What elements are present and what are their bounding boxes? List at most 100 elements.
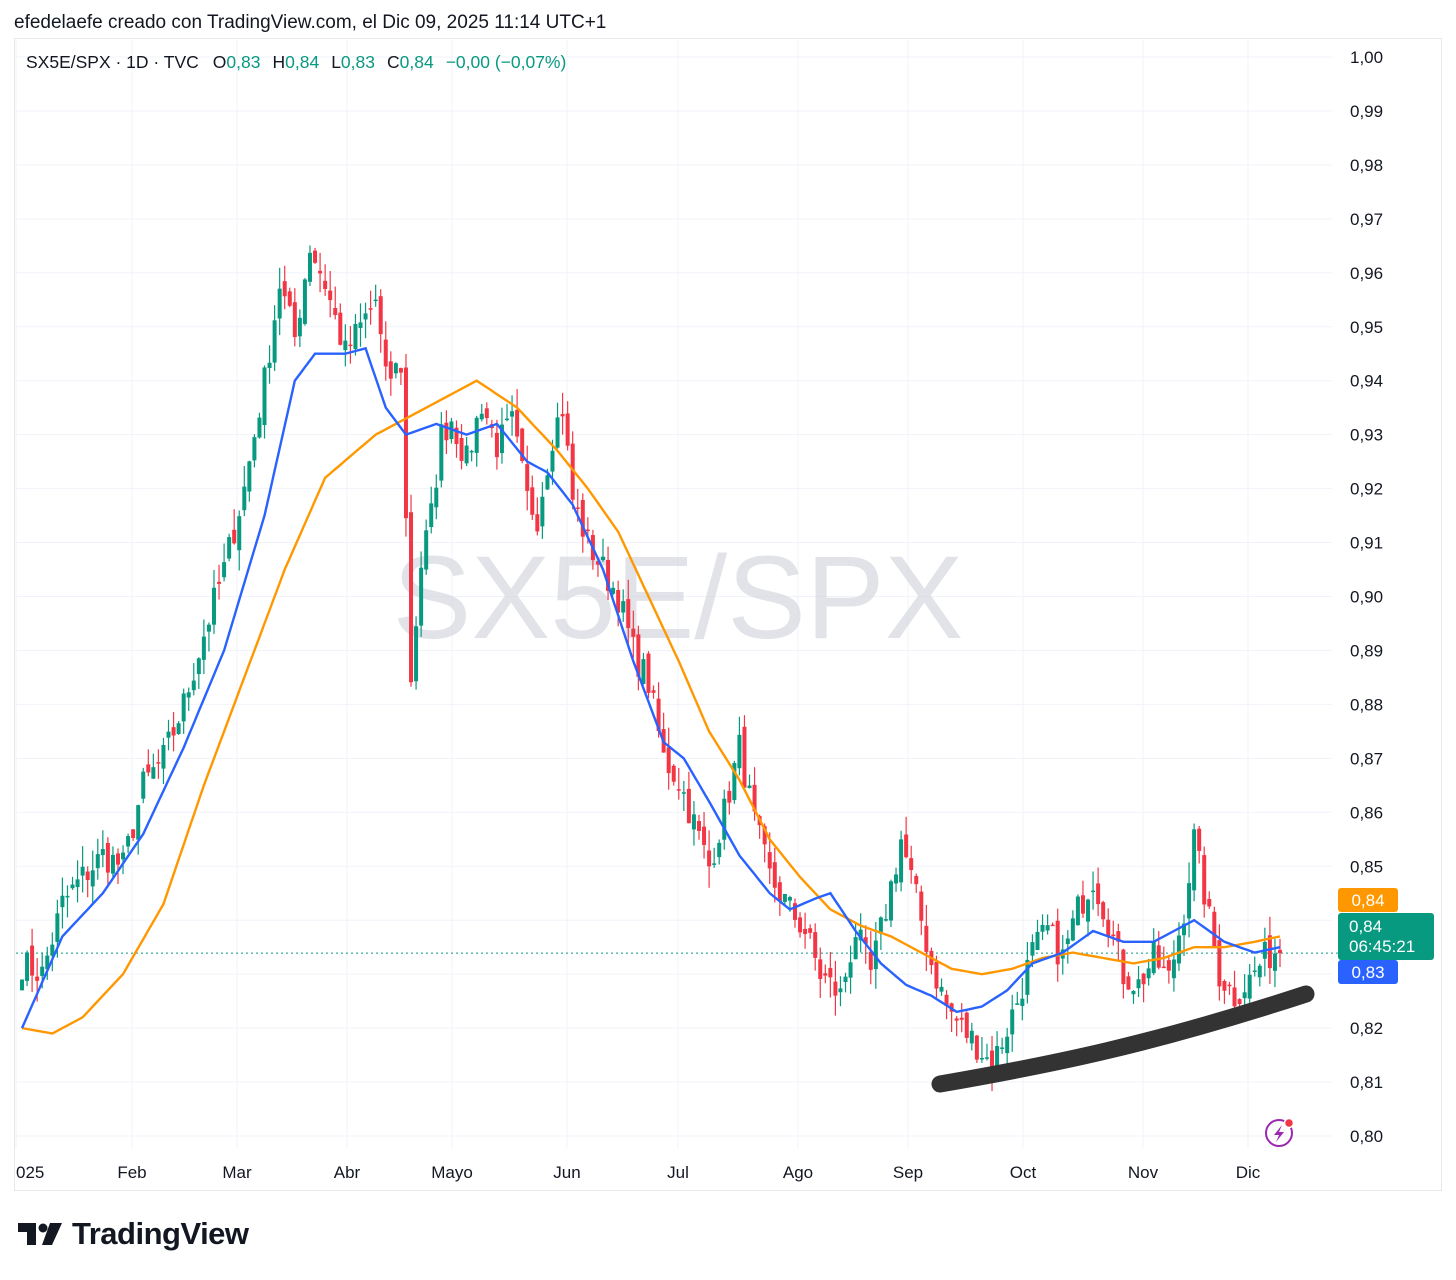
x-tick-label: Sep: [893, 1163, 923, 1182]
candle-body: [530, 487, 535, 515]
candle-body: [1202, 855, 1207, 905]
candle-body: [1242, 992, 1247, 999]
candle-body: [1055, 920, 1060, 965]
candle-body: [641, 659, 646, 684]
candle-body: [1146, 968, 1151, 979]
candle-body: [848, 962, 853, 978]
candle-body: [176, 723, 181, 734]
y-tick-label: 0,90: [1350, 588, 1383, 607]
candle-body: [904, 834, 909, 858]
candle-body: [1040, 924, 1045, 932]
candle-body: [30, 945, 35, 976]
candle-body: [717, 842, 722, 858]
candle-body: [45, 955, 50, 970]
candle-body: [1131, 990, 1136, 995]
candle-body: [974, 1035, 979, 1060]
candle-body: [808, 928, 813, 933]
candle-body: [95, 854, 100, 869]
candle-body: [237, 516, 242, 551]
candle-body: [222, 562, 227, 578]
candle-body: [257, 417, 262, 438]
candle-body: [646, 653, 651, 693]
legend-low-key: L: [331, 52, 341, 72]
candle-body: [105, 843, 110, 873]
candle-body: [70, 884, 75, 889]
legend-close-key: C: [386, 52, 400, 72]
candle-body: [616, 589, 621, 613]
candle-body: [676, 789, 681, 791]
candle-body: [398, 368, 403, 373]
alert-lightning-icon[interactable]: [1265, 1117, 1295, 1147]
support-trendline-drawing[interactable]: [931, 985, 1315, 1093]
candle-body: [1106, 919, 1111, 937]
candle-body: [560, 414, 565, 417]
candle-body: [621, 601, 626, 613]
candle-body: [1020, 998, 1025, 1006]
y-tick-label: 0,96: [1350, 264, 1383, 283]
y-tick-label: 0,85: [1350, 857, 1383, 876]
candle-body: [782, 893, 787, 902]
y-tick-label: 0,89: [1350, 641, 1383, 660]
candle-body: [338, 312, 343, 345]
candle-body: [247, 461, 252, 492]
candle-body: [787, 897, 792, 901]
x-tick-label: Abr: [334, 1163, 361, 1182]
y-tick-label: 0,94: [1350, 372, 1383, 391]
candle-body: [631, 628, 636, 637]
y-tick-label: 0,92: [1350, 480, 1383, 499]
candle-body: [535, 514, 540, 532]
candle-body: [1005, 1036, 1010, 1054]
candle-body: [1080, 895, 1085, 914]
candle-body: [35, 976, 40, 981]
candle-body: [409, 512, 414, 683]
x-tick-label: 025: [16, 1163, 44, 1182]
candle-body: [742, 726, 747, 788]
y-tick-label: 0,95: [1350, 318, 1383, 337]
candle-body: [712, 863, 717, 865]
candle-body: [323, 280, 328, 290]
bar-countdown: 06:45:21: [1349, 937, 1415, 956]
y-tick-label: 0,86: [1350, 803, 1383, 822]
candle-body: [1197, 828, 1202, 851]
candle-body: [110, 854, 115, 874]
candle-body: [737, 734, 742, 769]
x-tick-label: Dic: [1236, 1163, 1261, 1182]
candle-body: [565, 413, 570, 446]
candle-body: [575, 507, 580, 509]
candle-body: [722, 798, 727, 840]
candle-body: [858, 929, 863, 941]
y-tick-label: 1,00: [1350, 48, 1383, 67]
candle-body: [181, 693, 186, 722]
candle-body: [419, 567, 424, 626]
tradingview-logo[interactable]: TradingView: [18, 1216, 249, 1252]
candle-body: [1136, 979, 1141, 989]
y-tick-label: 0,93: [1350, 426, 1383, 445]
candle-body: [403, 367, 408, 519]
y-tick-label: 0,91: [1350, 534, 1383, 553]
candle-body: [126, 836, 131, 847]
legend-close: 0,84: [399, 52, 434, 72]
candle-body: [823, 973, 828, 976]
x-tick-label: Oct: [1010, 1163, 1037, 1182]
candle-body: [601, 556, 606, 561]
candle-body: [464, 445, 469, 464]
candle-body: [707, 850, 712, 867]
candle-body: [1182, 923, 1187, 936]
candle-body: [585, 529, 590, 532]
candle-body: [1070, 918, 1075, 941]
candle-body: [732, 763, 737, 801]
ma-slow-badge: 0,84: [1338, 888, 1398, 912]
ma-fast-value: 0,83: [1351, 963, 1384, 982]
candle-body: [80, 866, 85, 876]
candle-body: [899, 839, 904, 883]
candle-body: [1192, 829, 1197, 891]
candle-body: [1010, 1009, 1015, 1035]
candle-body: [252, 437, 257, 461]
tradingview-logo-icon: [18, 1223, 62, 1245]
y-tick-label: 0,80: [1350, 1127, 1383, 1146]
chart-frame[interactable]: [14, 38, 1442, 1191]
candle-body: [383, 339, 388, 367]
legend-symbol[interactable]: SX5E/SPX · 1D · TVC: [26, 52, 199, 72]
candle-body: [318, 270, 323, 274]
